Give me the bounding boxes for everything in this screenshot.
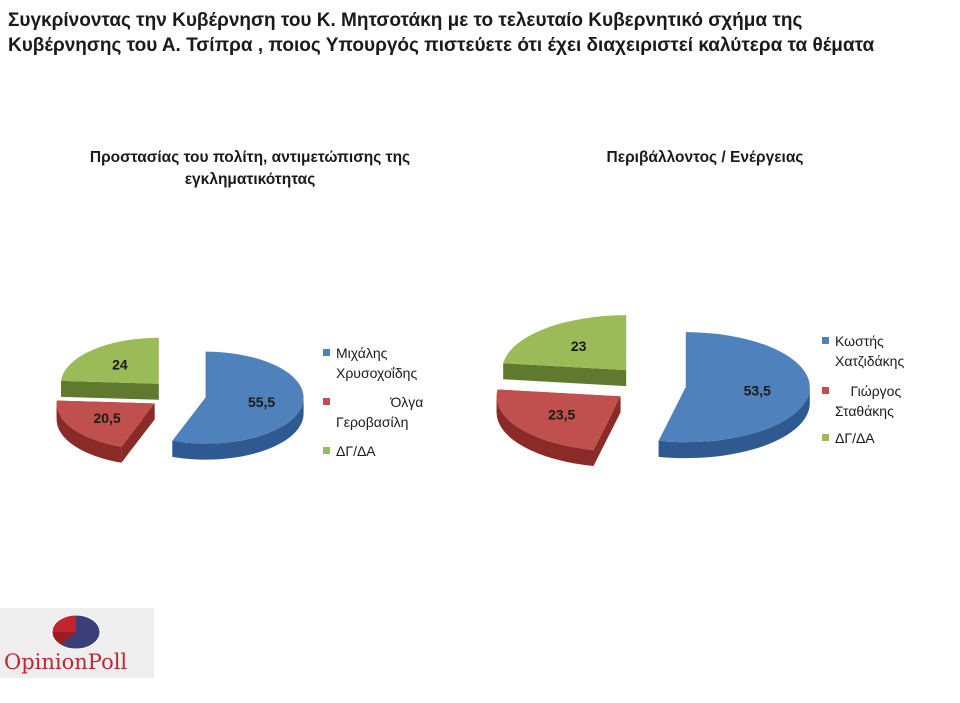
logo-pie-icon [51, 614, 101, 650]
legend-swatch-green [822, 434, 829, 441]
legend-swatch-red [323, 398, 330, 405]
slice-gerovasili-value-label: 20,5 [93, 410, 120, 426]
slice-chatzidakis-side [658, 387, 810, 459]
pie-chart-protection: 55,5 20,5 24 [56, 337, 304, 463]
slice-dk-na-cut [61, 380, 159, 400]
legend-swatch-blue [822, 337, 829, 344]
slice-chrysochoidis-value-label: 55,5 [248, 394, 275, 410]
slice-gerovasili-side [56, 403, 122, 463]
legend-swatch-red [822, 387, 829, 394]
legend-item-chatzidakis: Κωστής Χατζιδάκης [822, 331, 904, 371]
legend-label: Κωστής Χατζιδάκης [835, 333, 905, 369]
slice-chrysochoidis [172, 351, 304, 444]
legend-label: Μιχάλης Χρυσοχοΐδης [336, 345, 418, 381]
slice-stathakis-side [496, 396, 594, 467]
legend-item-dk-na-1: ΔΓ/ΔΑ [323, 441, 376, 461]
legend-item-gerovasili: Όλγα Γεροβασίλη [323, 392, 423, 432]
logo-text: OpinionPoll [4, 650, 128, 674]
page-title: Συγκρίνοντας την Κυβέρνηση του Κ. Μητσοτ… [8, 10, 875, 56]
slice-chatzidakis [658, 332, 810, 443]
legend-swatch-blue [323, 349, 330, 356]
slice-chatzidakis-value-label: 53,5 [744, 383, 771, 399]
legend-item-stathakis: Γιώργος Σταθάκης [822, 381, 901, 421]
legend-label: Γιώργος Σταθάκης [835, 383, 902, 419]
legend-item-dk-na-2: ΔΓ/ΔΑ [822, 428, 875, 448]
opinionpoll-logo: OpinionPoll [0, 608, 154, 678]
chart-title-environment: Περιβάλλοντος / Ενέργειας [606, 149, 804, 166]
legend-label: ΔΓ/ΔΑ [336, 443, 376, 459]
slice-stathakis-cut [593, 396, 621, 467]
slice-chrysochoidis-side [172, 397, 304, 460]
legend-item-chrysochoidis: Μιχάλης Χρυσοχοΐδης [323, 343, 417, 383]
slice-stathakis [496, 389, 621, 451]
slice-dk-na [503, 315, 627, 371]
legend-label: ΔΓ/ΔΑ [835, 430, 875, 446]
chart-title-protection: Προστασίας του πολίτη, αντιμετώπισης της… [89, 149, 411, 188]
slice-dk-na [61, 337, 159, 384]
slice-dk-na-cut [503, 363, 627, 387]
slice-gerovasili [56, 400, 155, 447]
slice-dk-na-value-label: 24 [112, 356, 128, 372]
legend-swatch-green [323, 447, 330, 454]
slice-stathakis-value-label: 23,5 [548, 407, 575, 423]
legend-label: Όλγα Γεροβασίλη [336, 394, 424, 430]
pie-chart-environment: 53,5 23,5 23 [496, 315, 810, 467]
slice-dk-na-value-label: 23 [571, 338, 587, 354]
